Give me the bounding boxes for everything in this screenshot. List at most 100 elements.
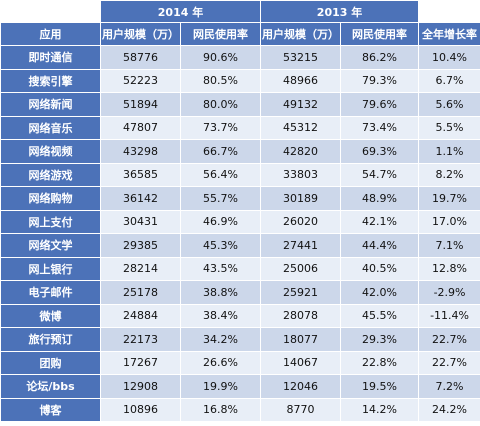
cell-users-2014: 30431 [100, 209, 181, 234]
cell-users-2013: 30189 [260, 186, 342, 211]
table-row: 网络购物 36142 55.7% 30189 48.9% 19.7% [0, 186, 480, 211]
table-row: 网络新闻 51894 80.0% 49132 79.6% 5.6% [0, 92, 480, 117]
cell-app-name: 网络视频 [0, 139, 101, 164]
cell-app-name: 旅行预订 [0, 327, 101, 352]
table-row: 网络视频 43298 66.7% 42820 69.3% 1.1% [0, 139, 480, 164]
cell-users-2013: 33803 [260, 162, 342, 187]
cell-growth: 8.2% [418, 162, 480, 187]
column-header-growth: 全年增长率 [418, 22, 480, 46]
cell-growth: 10.4% [418, 45, 480, 70]
column-header-row: 应用 用户规模（万） 网民使用率 用户规模（万） 网民使用率 全年增长率 [0, 22, 480, 46]
cell-rate-2014: 38.8% [179, 280, 262, 305]
cell-users-2013: 25921 [260, 280, 342, 305]
cell-growth: 7.1% [418, 233, 480, 258]
table-row: 网络音乐 47807 73.7% 45312 73.4% 5.5% [0, 115, 480, 140]
cell-rate-2014: 46.9% [179, 209, 262, 234]
cell-app-name: 微博 [0, 303, 101, 328]
cell-rate-2014: 90.6% [179, 45, 262, 70]
year-header-row: 2014 年 2013 年 [0, 0, 480, 23]
cell-users-2013: 8770 [260, 397, 342, 422]
cell-users-2013: 42820 [260, 139, 342, 164]
cell-rate-2013: 45.5% [340, 303, 420, 328]
column-header-rate-2013: 网民使用率 [340, 22, 420, 46]
cell-users-2013: 18077 [260, 327, 342, 352]
cell-growth: 7.2% [418, 374, 480, 399]
cell-users-2014: 29385 [100, 233, 181, 258]
table-row: 搜索引擎 52223 80.5% 48966 79.3% 6.7% [0, 68, 480, 93]
table-row: 网上支付 30431 46.9% 26020 42.1% 17.0% [0, 209, 480, 234]
cell-app-name: 网上支付 [0, 209, 101, 234]
cell-users-2014: 28214 [100, 256, 181, 281]
cell-users-2013: 27441 [260, 233, 342, 258]
cell-users-2014: 36585 [100, 162, 181, 187]
cell-users-2013: 14067 [260, 350, 342, 375]
cell-rate-2014: 26.6% [179, 350, 262, 375]
cell-app-name: 网络文学 [0, 233, 101, 258]
cell-rate-2013: 79.3% [340, 68, 420, 93]
cell-users-2014: 17267 [100, 350, 181, 375]
cell-rate-2014: 80.5% [179, 68, 262, 93]
table-body: 即时通信 58776 90.6% 53215 86.2% 10.4% 搜索引擎 52223 80… [0, 45, 480, 422]
cell-rate-2013: 22.8% [340, 350, 420, 375]
cell-rate-2013: 40.5% [340, 256, 420, 281]
cell-growth: 5.6% [418, 92, 480, 117]
cell-users-2014: 52223 [100, 68, 181, 93]
table-row: 电子邮件 25178 38.8% 25921 42.0% -2.9% [0, 280, 480, 305]
cell-users-2013: 45312 [260, 115, 342, 140]
cell-rate-2014: 66.7% [179, 139, 262, 164]
cell-growth: 22.7% [418, 350, 480, 375]
cell-app-name: 搜索引擎 [0, 68, 101, 93]
cell-users-2014: 10896 [100, 397, 181, 422]
table-row: 旅行预订 22173 34.2% 18077 29.3% 22.7% [0, 327, 480, 352]
cell-rate-2014: 55.7% [179, 186, 262, 211]
table-row: 即时通信 58776 90.6% 53215 86.2% 10.4% [0, 45, 480, 70]
cell-rate-2014: 43.5% [179, 256, 262, 281]
cell-rate-2013: 44.4% [340, 233, 420, 258]
cell-rate-2014: 45.3% [179, 233, 262, 258]
cell-growth: 5.5% [418, 115, 480, 140]
cell-app-name: 团购 [0, 350, 101, 375]
blank-corner-cell [0, 0, 101, 23]
cell-rate-2014: 19.9% [179, 374, 262, 399]
cell-rate-2013: 48.9% [340, 186, 420, 211]
cell-rate-2014: 38.4% [179, 303, 262, 328]
cell-users-2014: 36142 [100, 186, 181, 211]
cell-users-2013: 49132 [260, 92, 342, 117]
year-2014-header: 2014 年 [99, 0, 262, 23]
cell-rate-2013: 79.6% [340, 92, 420, 117]
cell-app-name: 网络购物 [0, 186, 101, 211]
cell-users-2014: 12908 [100, 374, 181, 399]
cell-users-2013: 26020 [260, 209, 342, 234]
blank-corner-cell [418, 0, 480, 23]
cell-app-name: 即时通信 [0, 45, 101, 70]
cell-rate-2013: 14.2% [340, 397, 420, 422]
cell-users-2014: 22173 [100, 327, 181, 352]
cell-growth: 19.7% [418, 186, 480, 211]
cell-rate-2013: 42.0% [340, 280, 420, 305]
table-row: 微博 24884 38.4% 28078 45.5% -11.4% [0, 303, 480, 328]
year-2013-header: 2013 年 [260, 0, 420, 23]
cell-users-2013: 53215 [260, 45, 342, 70]
table-row: 网络文学 29385 45.3% 27441 44.4% 7.1% [0, 233, 480, 258]
cell-app-name: 网上银行 [0, 256, 101, 281]
cell-growth: 22.7% [418, 327, 480, 352]
cell-rate-2014: 73.7% [179, 115, 262, 140]
cell-users-2013: 28078 [260, 303, 342, 328]
cell-app-name: 网络游戏 [0, 162, 101, 187]
cell-users-2014: 24884 [100, 303, 181, 328]
column-header-rate-2014: 网民使用率 [179, 22, 262, 46]
table-row: 论坛/bbs 12908 19.9% 12046 19.5% 7.2% [0, 374, 480, 399]
table-row: 博客 10896 16.8% 8770 14.2% 24.2% [0, 397, 480, 422]
cell-growth: -11.4% [418, 303, 480, 328]
cell-app-name: 论坛/bbs [0, 374, 101, 399]
cell-app-name: 电子邮件 [0, 280, 101, 305]
cell-growth: 1.1% [418, 139, 480, 164]
cell-growth: 24.2% [418, 397, 480, 422]
cell-growth: -2.9% [418, 280, 480, 305]
column-header-users-2014: 用户规模（万） [100, 22, 181, 46]
cell-growth: 12.8% [418, 256, 480, 281]
cell-growth: 6.7% [418, 68, 480, 93]
cell-users-2013: 48966 [260, 68, 342, 93]
cell-rate-2014: 34.2% [179, 327, 262, 352]
cell-rate-2013: 19.5% [340, 374, 420, 399]
